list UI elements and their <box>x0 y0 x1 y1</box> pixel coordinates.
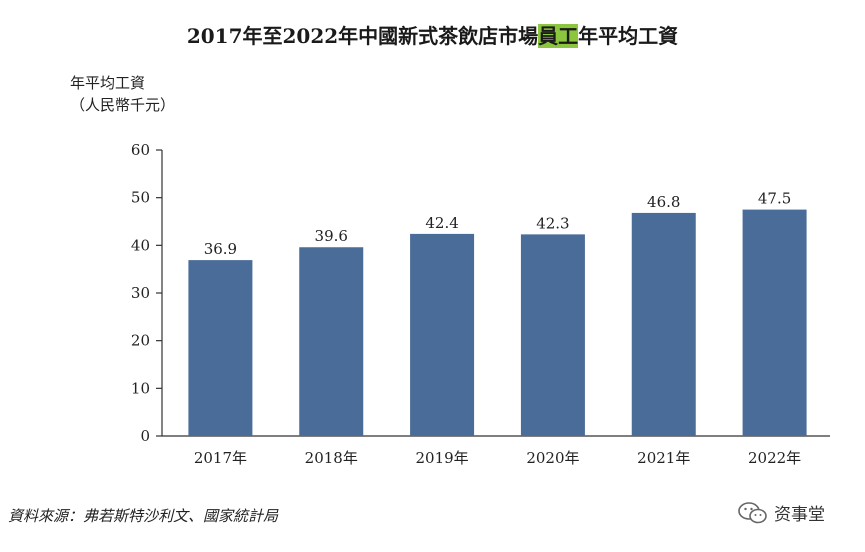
y-tick-label: 40 <box>131 236 150 254</box>
x-tick-label: 2019年 <box>415 449 468 467</box>
title-part-1: 2017年至2022年中國新式茶飲店市場 <box>186 24 539 48</box>
chart-title: 2017年至2022年中國新式茶飲店市場員工年平均工資 <box>0 20 865 49</box>
bar <box>631 212 696 436</box>
source-note: 資料來源：弗若斯特沙利文、國家統計局 <box>8 507 279 525</box>
y-tick-label: 0 <box>140 427 150 445</box>
data-label: 36.9 <box>204 240 237 258</box>
y-axis-label-line-2: （人民幣千元） <box>70 96 176 114</box>
watermark: 资事堂 <box>738 500 825 525</box>
wechat-icon <box>738 501 767 523</box>
y-axis-label-line-1: 年平均工資 <box>70 74 146 92</box>
data-label: 42.4 <box>425 214 458 232</box>
data-label: 39.6 <box>315 227 348 245</box>
title-part-2: 年平均工資 <box>578 24 679 48</box>
y-tick-label: 30 <box>131 284 150 302</box>
title-highlight: 員工 <box>538 24 579 48</box>
y-axis-label: 年平均工資 （人民幣千元） <box>70 72 175 116</box>
bar <box>188 260 253 436</box>
x-tick-label: 2021年 <box>637 449 690 467</box>
bar <box>410 233 475 436</box>
y-tick-label: 50 <box>131 189 150 207</box>
data-label: 42.3 <box>536 214 569 232</box>
watermark-text: 资事堂 <box>774 505 825 525</box>
bar <box>299 247 364 436</box>
bar <box>520 234 585 436</box>
data-label: 46.8 <box>647 193 680 211</box>
y-tick-label: 20 <box>131 332 150 350</box>
data-label: 47.5 <box>758 190 791 208</box>
x-tick-label: 2017年 <box>194 449 247 467</box>
x-tick-label: 2018年 <box>305 449 358 467</box>
x-tick-label: 2020年 <box>526 449 579 467</box>
y-tick-label: 10 <box>131 379 150 397</box>
y-tick-label: 60 <box>131 141 150 159</box>
x-tick-label: 2022年 <box>748 449 801 467</box>
bar <box>742 209 807 436</box>
